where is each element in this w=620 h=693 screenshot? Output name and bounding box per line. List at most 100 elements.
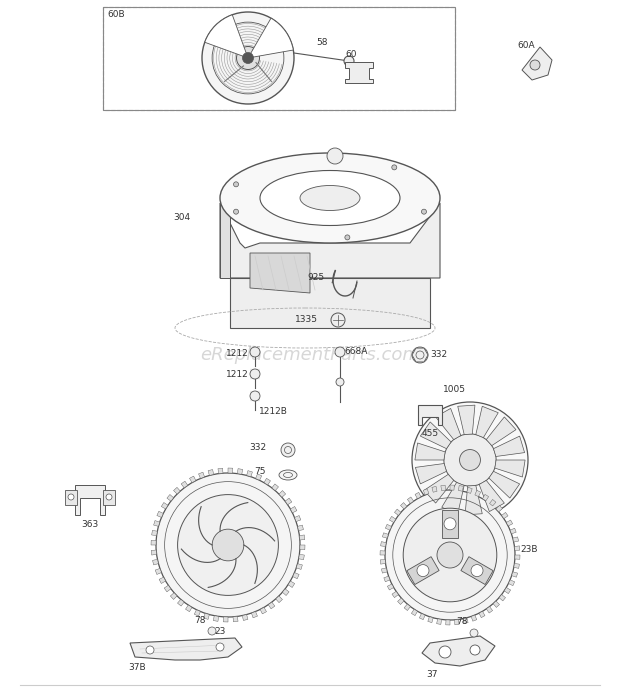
Circle shape <box>530 60 540 70</box>
Circle shape <box>177 495 278 595</box>
Polygon shape <box>345 62 373 83</box>
Text: 332: 332 <box>430 350 447 359</box>
Circle shape <box>470 629 478 637</box>
Circle shape <box>417 565 429 577</box>
Polygon shape <box>218 468 223 473</box>
Polygon shape <box>164 586 171 592</box>
Polygon shape <box>247 471 252 477</box>
Polygon shape <box>381 568 388 573</box>
Polygon shape <box>383 533 388 538</box>
Circle shape <box>439 646 451 658</box>
Polygon shape <box>268 602 275 609</box>
Polygon shape <box>504 588 511 594</box>
FancyBboxPatch shape <box>407 556 439 584</box>
Polygon shape <box>496 505 502 512</box>
Text: 37: 37 <box>427 670 438 679</box>
Circle shape <box>327 148 343 164</box>
Polygon shape <box>467 487 472 493</box>
Polygon shape <box>423 489 429 495</box>
Polygon shape <box>153 559 159 565</box>
Polygon shape <box>174 487 180 494</box>
Text: 1212B: 1212B <box>259 407 288 416</box>
Polygon shape <box>479 480 504 511</box>
Circle shape <box>437 542 463 568</box>
Text: 1212: 1212 <box>226 349 249 358</box>
Circle shape <box>250 347 260 357</box>
Polygon shape <box>237 468 242 474</box>
Polygon shape <box>167 495 174 501</box>
Polygon shape <box>471 615 477 621</box>
Polygon shape <box>208 470 214 475</box>
Polygon shape <box>75 485 105 515</box>
Polygon shape <box>465 485 482 515</box>
Polygon shape <box>499 595 505 601</box>
Wedge shape <box>205 15 248 58</box>
Polygon shape <box>422 636 495 666</box>
Polygon shape <box>419 613 425 620</box>
Polygon shape <box>380 559 386 564</box>
Bar <box>65 490 77 505</box>
Circle shape <box>234 182 239 187</box>
Polygon shape <box>513 537 518 542</box>
Polygon shape <box>181 481 188 488</box>
Polygon shape <box>415 492 421 499</box>
Text: 1005: 1005 <box>443 385 466 394</box>
Polygon shape <box>384 576 390 582</box>
Polygon shape <box>432 486 437 492</box>
Polygon shape <box>282 589 289 595</box>
Polygon shape <box>203 613 210 620</box>
Circle shape <box>208 627 216 635</box>
Circle shape <box>216 643 224 651</box>
Polygon shape <box>420 422 451 448</box>
Polygon shape <box>299 554 304 560</box>
Text: 332: 332 <box>249 443 266 452</box>
Polygon shape <box>502 512 508 518</box>
Ellipse shape <box>279 470 297 480</box>
Circle shape <box>212 529 244 561</box>
Circle shape <box>236 46 260 69</box>
Circle shape <box>385 490 515 620</box>
Text: 78: 78 <box>194 616 206 625</box>
Polygon shape <box>220 203 230 278</box>
Polygon shape <box>463 617 468 624</box>
Polygon shape <box>299 535 305 540</box>
Polygon shape <box>233 616 238 622</box>
Polygon shape <box>198 472 205 478</box>
Polygon shape <box>458 486 463 491</box>
Bar <box>103 490 115 505</box>
Polygon shape <box>450 485 454 490</box>
Polygon shape <box>381 542 386 547</box>
Polygon shape <box>412 348 428 362</box>
Polygon shape <box>264 478 270 485</box>
Polygon shape <box>220 203 440 278</box>
Polygon shape <box>493 601 500 608</box>
Circle shape <box>444 434 496 486</box>
Circle shape <box>335 347 345 357</box>
Circle shape <box>422 209 427 214</box>
Polygon shape <box>508 580 515 586</box>
Polygon shape <box>272 484 278 491</box>
Polygon shape <box>407 497 414 503</box>
Polygon shape <box>260 607 267 614</box>
Polygon shape <box>388 584 394 590</box>
Polygon shape <box>418 405 442 425</box>
Text: 925: 925 <box>308 272 325 281</box>
Polygon shape <box>285 498 292 505</box>
Polygon shape <box>401 502 407 509</box>
Circle shape <box>344 56 354 66</box>
Polygon shape <box>441 482 464 514</box>
Text: 1335: 1335 <box>295 315 318 324</box>
FancyBboxPatch shape <box>442 510 458 538</box>
Polygon shape <box>161 502 168 509</box>
Text: 23: 23 <box>215 627 226 636</box>
Polygon shape <box>436 408 461 439</box>
Text: 78: 78 <box>456 617 467 626</box>
Text: 60A: 60A <box>517 41 535 50</box>
Circle shape <box>281 443 295 457</box>
Polygon shape <box>276 596 283 603</box>
Polygon shape <box>279 491 286 498</box>
Polygon shape <box>486 417 516 446</box>
Circle shape <box>345 235 350 240</box>
Circle shape <box>68 494 74 500</box>
Circle shape <box>156 473 300 617</box>
